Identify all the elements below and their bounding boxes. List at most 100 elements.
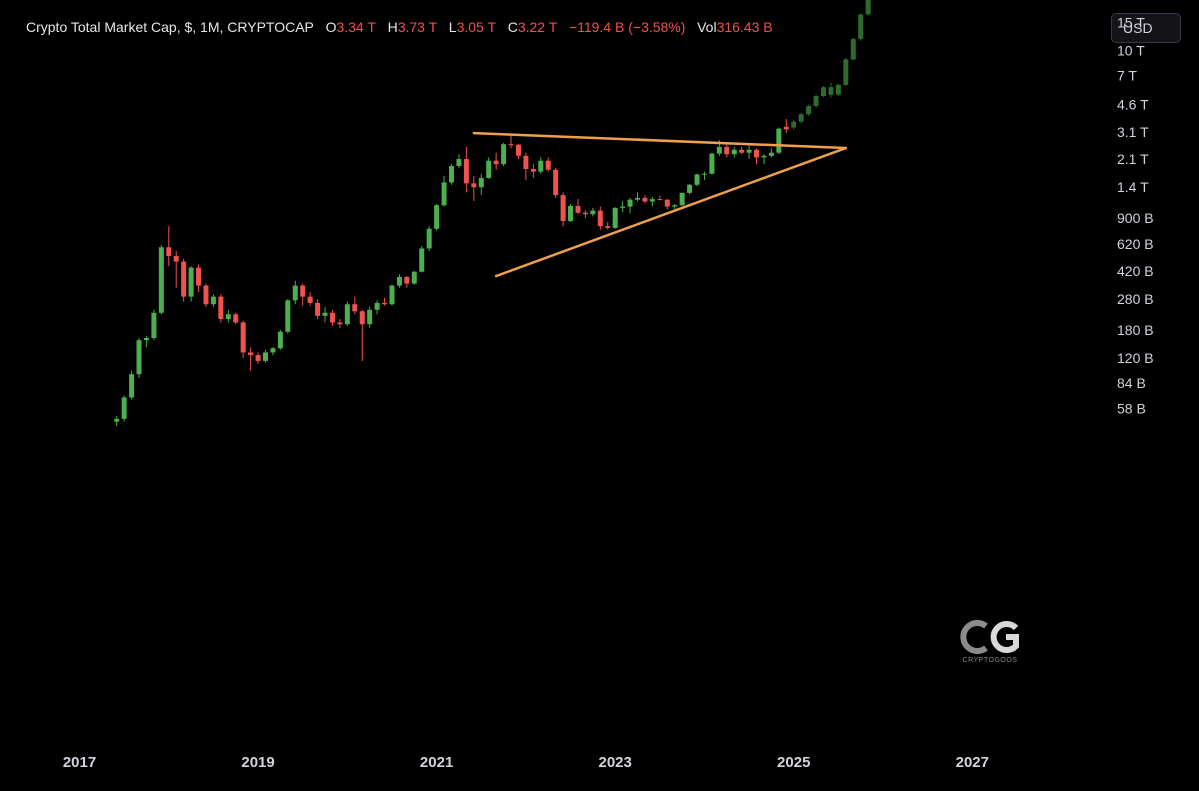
- candle: [553, 169, 559, 196]
- candle: [389, 285, 395, 305]
- projection-candle: [843, 59, 849, 85]
- chart-legend: Crypto Total Market Cap, $, 1M, CRYPTOCA…: [26, 19, 773, 35]
- projection-candle: [821, 87, 826, 97]
- candle: [709, 153, 715, 174]
- candle: [620, 206, 626, 208]
- candle: [515, 144, 521, 156]
- candle: [687, 184, 693, 193]
- candle: [374, 302, 380, 310]
- y-tick-label: 1.4 T: [1117, 179, 1149, 195]
- candle: [121, 397, 127, 419]
- legend-change: −119.4 B (−3.58%): [568, 19, 686, 35]
- x-tick-label: 2021: [420, 754, 453, 771]
- candle: [672, 205, 678, 207]
- candle: [322, 312, 328, 316]
- candle: [210, 296, 216, 305]
- y-tick-label: 58 B: [1117, 401, 1146, 417]
- candle: [501, 144, 507, 165]
- candle: [649, 199, 655, 202]
- candle: [426, 228, 432, 249]
- candle: [538, 160, 544, 172]
- candle: [367, 309, 373, 325]
- candle: [612, 207, 618, 228]
- candle: [441, 182, 447, 206]
- currency-label: USD: [1123, 20, 1153, 36]
- y-tick-label: 2.1 T: [1117, 151, 1149, 167]
- candle: [679, 192, 685, 206]
- candle: [382, 302, 388, 305]
- candle: [657, 199, 663, 201]
- candle: [716, 146, 722, 154]
- candle: [754, 149, 760, 158]
- candle: [568, 205, 574, 222]
- legend-low-value: 3.05 T: [456, 19, 497, 35]
- candle: [724, 146, 730, 155]
- legend-symbol: Crypto Total Market Cap, $, 1M, CRYPTOCA…: [26, 19, 314, 35]
- candle: [597, 210, 603, 227]
- legend-high-value: 3.73 T: [397, 19, 438, 35]
- candle: [233, 314, 239, 323]
- candle: [508, 144, 514, 146]
- cryptogoos-logo: CRYPTOGOOS: [950, 620, 1030, 664]
- y-tick-label: 3.1 T: [1117, 124, 1149, 140]
- trendline-lower: [494, 146, 848, 278]
- candle: [315, 302, 321, 316]
- candle: [307, 296, 313, 303]
- candle: [396, 276, 402, 286]
- candle: [768, 152, 774, 156]
- cg-logo-icon: [960, 620, 1019, 654]
- candle: [277, 331, 283, 349]
- legend-open-value: 3.34 T: [336, 19, 376, 35]
- candle: [404, 276, 410, 284]
- y-tick-label: 420 B: [1117, 263, 1154, 279]
- candle: [173, 256, 179, 262]
- candle: [449, 165, 454, 183]
- candle: [642, 197, 648, 202]
- candle: [166, 247, 172, 257]
- candle: [776, 128, 782, 153]
- x-tick-label: 2017: [63, 754, 96, 771]
- candle: [582, 212, 588, 215]
- candle: [285, 300, 291, 332]
- candle: [463, 159, 469, 184]
- y-tick-label: 4.6 T: [1117, 97, 1149, 113]
- candle: [136, 340, 142, 375]
- candle: [471, 183, 477, 188]
- candle: [664, 199, 670, 207]
- candle: [203, 285, 209, 305]
- candle: [530, 168, 536, 172]
- candle: [783, 126, 789, 130]
- candle: [181, 261, 187, 297]
- candle: [114, 418, 120, 422]
- projection-candle: [798, 114, 804, 122]
- currency-button[interactable]: USD: [1111, 13, 1181, 43]
- y-tick-label: 10 T: [1117, 43, 1145, 59]
- y-tick-label: 7 T: [1117, 67, 1137, 83]
- candle: [486, 160, 492, 178]
- candle: [761, 155, 767, 158]
- candle: [411, 271, 417, 284]
- candle: [493, 160, 499, 165]
- candle: [746, 149, 752, 153]
- candle: [739, 149, 745, 153]
- legend-low-label: L: [448, 19, 457, 35]
- candle: [434, 205, 440, 229]
- candle: [129, 374, 135, 398]
- projection-candle: [806, 106, 812, 115]
- candle: [627, 199, 633, 207]
- x-tick-label: 2023: [598, 754, 631, 771]
- candle: [478, 177, 484, 188]
- projection-candle: [865, 0, 871, 15]
- candle: [248, 352, 254, 356]
- candle: [701, 173, 707, 175]
- candle: [225, 314, 231, 320]
- legend-volume-label: Vol: [697, 19, 717, 35]
- candle: [329, 312, 335, 323]
- legend-open-label: O: [325, 19, 337, 35]
- candle: [196, 267, 202, 286]
- logo-text: CRYPTOGOOS: [962, 657, 1018, 664]
- candle: [240, 322, 246, 353]
- candle: [359, 311, 365, 325]
- candle: [255, 355, 261, 361]
